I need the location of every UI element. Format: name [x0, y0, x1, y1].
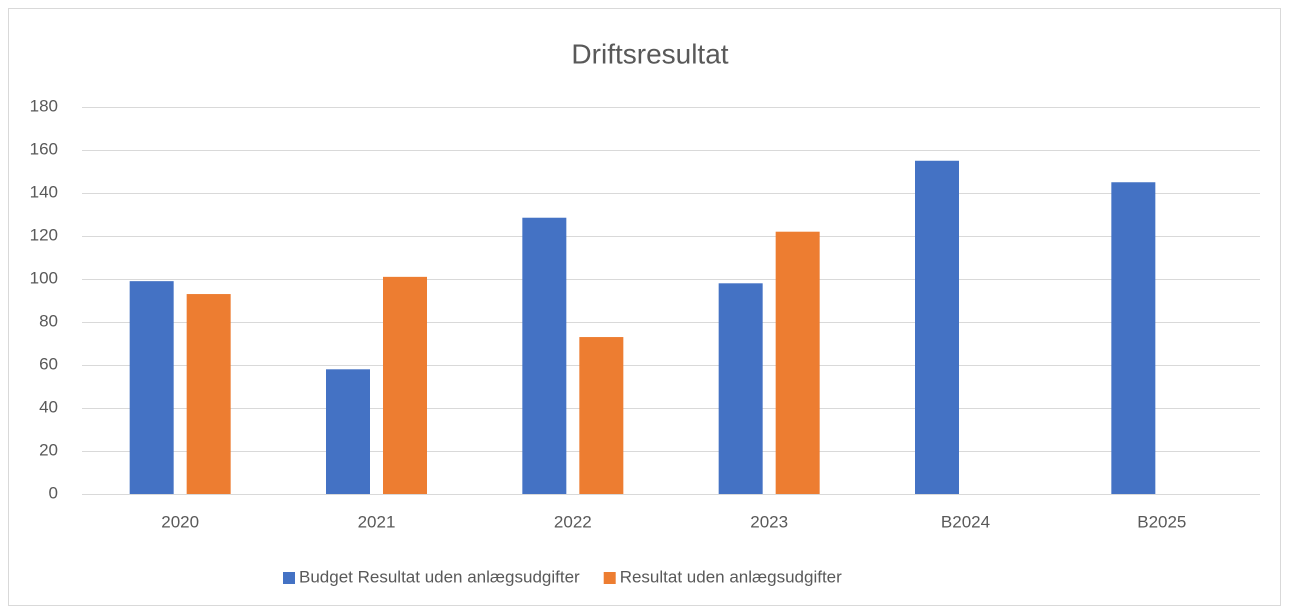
bar	[718, 283, 763, 494]
bar	[522, 217, 567, 494]
y-tick-label: 0	[49, 483, 58, 502]
y-tick-label: 80	[39, 311, 58, 330]
y-tick-label: 120	[30, 225, 58, 244]
bar	[129, 281, 174, 494]
x-tick-label: 2020	[161, 512, 199, 531]
y-tick-label: 180	[30, 96, 58, 115]
y-tick-label: 60	[39, 354, 58, 373]
x-tick-label: B2024	[941, 512, 990, 531]
bar	[579, 337, 624, 494]
y-tick-label: 160	[30, 139, 58, 158]
x-tick-label: 2022	[554, 512, 592, 531]
x-tick-label: B2025	[1137, 512, 1186, 531]
legend-swatch	[283, 572, 295, 584]
bar	[186, 294, 231, 494]
legend-swatch	[603, 572, 616, 584]
x-tick-label: 2021	[358, 512, 396, 531]
y-tick-label: 100	[30, 268, 58, 287]
bar	[1111, 182, 1156, 494]
y-tick-label: 20	[39, 440, 58, 459]
y-tick-label: 40	[39, 397, 58, 416]
legend-label: Resultat uden anlægsudgifter	[620, 567, 842, 586]
chart-title: Driftsresultat	[571, 38, 728, 69]
legend-label: Budget Resultat uden anlægsudgifter	[299, 567, 580, 586]
bar	[383, 276, 427, 494]
bar	[326, 369, 370, 494]
x-tick-label: 2023	[750, 512, 788, 531]
y-tick-label: 140	[30, 182, 58, 201]
bar	[775, 231, 820, 494]
bar	[915, 160, 959, 494]
